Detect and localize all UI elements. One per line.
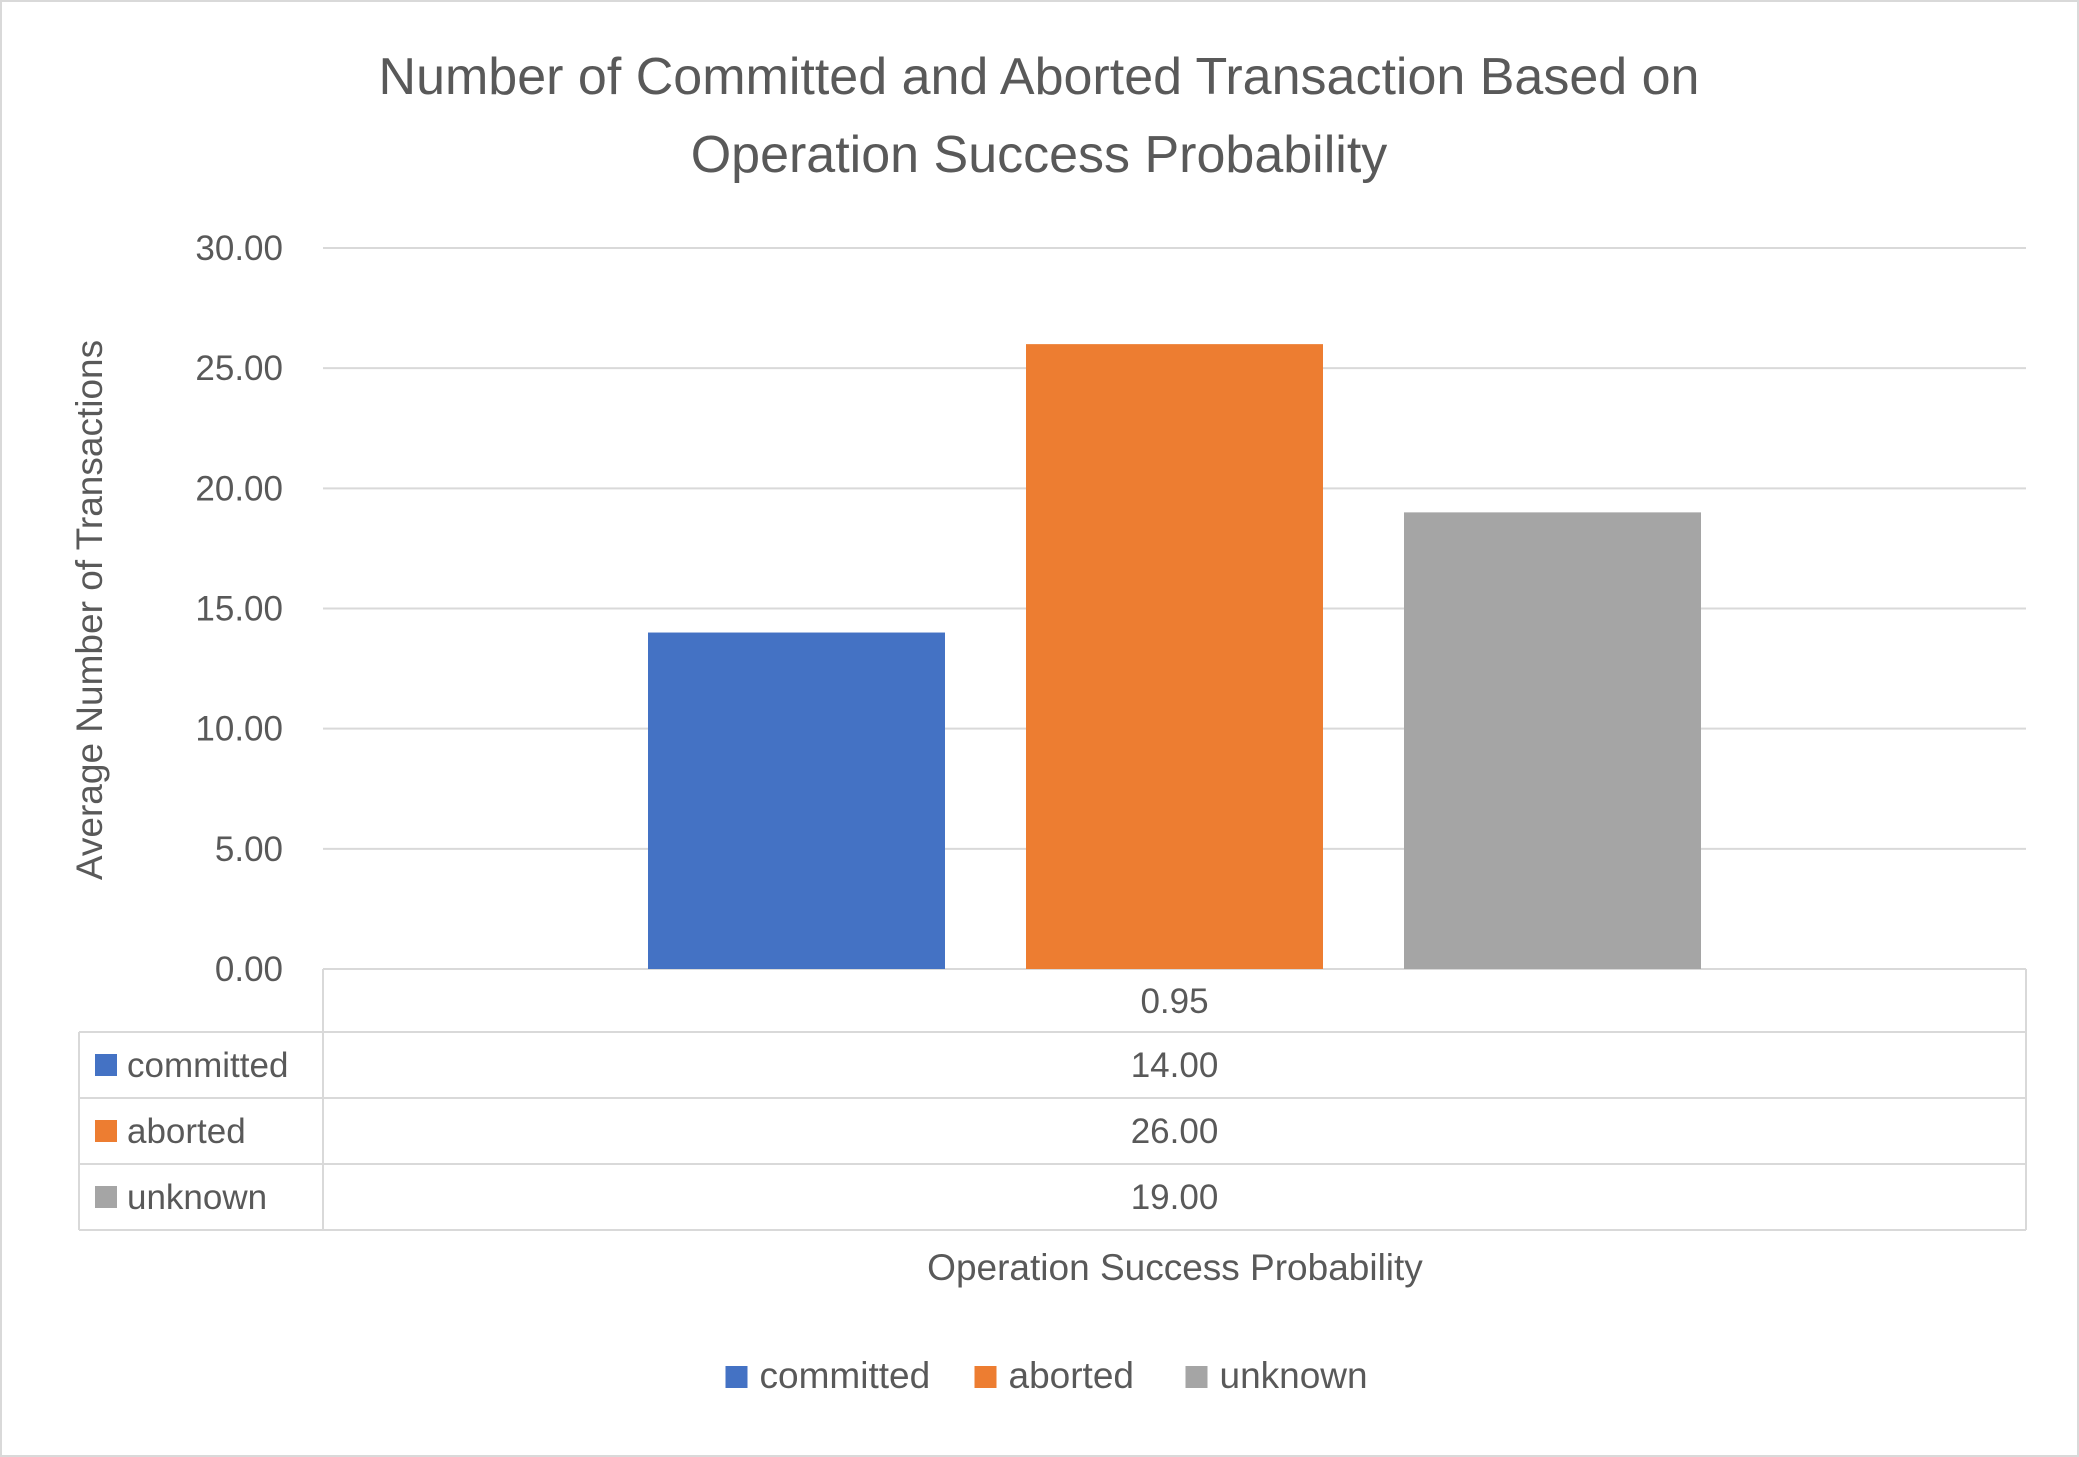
legend-swatch-aborted: [974, 1366, 997, 1388]
table-legend-key-aborted: [95, 1120, 117, 1142]
legend-label-aborted: aborted: [1009, 1355, 1135, 1396]
y-tick-label: 15.00: [195, 590, 283, 629]
y-axis-ticks: 0.00 5.00 10.00 15.00 20.00 25.00 30.00: [195, 229, 283, 989]
y-tick-label: 30.00: [195, 229, 283, 268]
table-legend-key-committed: [95, 1054, 117, 1076]
table-series-name: aborted: [127, 1112, 246, 1151]
bars: [648, 344, 1701, 970]
data-table: 0.95 committed 14.00 aborted 26.00 unknown 19.…: [78, 969, 2027, 1231]
table-series-name: committed: [127, 1046, 288, 1085]
data-label: 19.00: [1131, 1178, 1219, 1217]
legend-swatch-committed: [725, 1366, 748, 1388]
legend-label-unknown: unknown: [1220, 1355, 1368, 1396]
data-label: 26.00: [1131, 1112, 1219, 1151]
bar-committed: [648, 632, 945, 969]
y-tick-label: 0.00: [215, 950, 283, 989]
legend: committed aborted unknown: [725, 1355, 1368, 1396]
table-legend-key-unknown: [95, 1186, 117, 1208]
y-tick-label: 25.00: [195, 349, 283, 388]
chart-title-line-1: Number of Committed and Aborted Transact…: [379, 48, 1700, 106]
legend-label-committed: committed: [760, 1355, 931, 1396]
y-axis-title: Average Number of Transactions: [69, 340, 110, 880]
bar-aborted: [1026, 344, 1323, 970]
y-tick-label: 10.00: [195, 710, 283, 749]
x-axis-title: Operation Success Probability: [927, 1247, 1423, 1288]
table-series-name: unknown: [127, 1178, 267, 1217]
legend-swatch-unknown: [1185, 1366, 1208, 1388]
bar-unknown: [1404, 512, 1701, 969]
table-category-label: 0.95: [1140, 982, 1208, 1021]
chart-title-line-2: Operation Success Probability: [691, 126, 1388, 184]
data-label: 14.00: [1131, 1046, 1219, 1085]
y-tick-label: 5.00: [215, 830, 283, 869]
y-tick-label: 20.00: [195, 469, 283, 508]
